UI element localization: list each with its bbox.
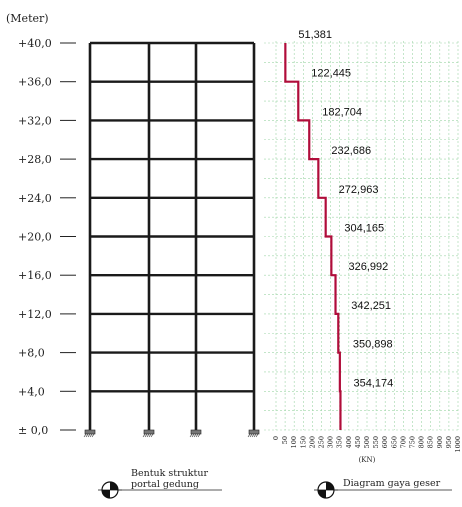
units-label: (Meter) [6,12,49,25]
x-tick-label: 800 [418,436,426,448]
x-tick-label: 1000 [454,436,462,453]
x-tick-label: 950 [445,436,453,448]
elevation-label: +20,0 [18,231,52,244]
elevation-label: +8,0 [18,347,45,360]
elevation-label: +40,0 [18,37,52,50]
chart-x-ticks: 0 50 100 150 200 250 300 350 400 450 500 550 600 650 7… [272,436,462,453]
chart-grid [264,41,459,431]
shear-value-label: 272,963 [339,184,379,196]
x-tick-label: 200 [308,436,316,448]
elevation-label: +24,0 [18,192,52,205]
elevation-label: +32,0 [18,114,52,127]
elevation-labels: ± 0,0 +4,0 +8,0 +12,0 +16,0 +20,0 +24,0 +28,0 +3… [18,37,52,437]
shear-value-label: 182,704 [322,106,362,118]
shear-step-line [284,43,342,430]
shear-value-label: 326,992 [349,261,389,273]
x-tick-label: 350 [336,436,344,448]
x-tick-label: 400 [345,436,353,448]
fixed-support-icon [83,429,96,438]
x-tick-label: 600 [381,436,389,448]
shear-value-label: 350,898 [353,339,393,351]
x-tick-label: 650 [390,436,398,448]
x-tick-label: 750 [409,436,417,448]
portal-caption: Bentuk struktur portal gedung [98,468,222,499]
x-tick-label: 500 [363,436,371,448]
portal-frame [88,41,256,430]
elevation-label: ± 0,0 [18,424,48,437]
chart-caption: Diagram gaya geser [314,478,452,499]
elevation-label: +16,0 [18,269,52,282]
x-tick-label: 100 [290,436,298,448]
x-tick-label: 250 [318,436,326,448]
x-tick-label: 550 [372,436,380,448]
fixed-support-icon [142,429,155,438]
portal-caption-line2: portal gedung [131,479,199,490]
x-tick-label: 900 [436,436,444,448]
portal-caption-line1: Bentuk struktur [131,468,208,479]
elevation-label: +36,0 [18,76,52,89]
chart-x-axis-label: (KN) [359,456,376,464]
elevation-label: +28,0 [18,153,52,166]
shear-value-label: 304,165 [344,223,384,235]
x-tick-label: 450 [354,436,362,448]
shear-value-label: 354,174 [353,377,393,389]
shear-value-label: 232,686 [331,145,371,157]
fixed-support-icon [189,429,202,438]
shear-diagram [284,43,342,430]
shear-value-label: 342,251 [351,300,391,312]
fixed-support-icon [247,429,260,438]
chart-title: Diagram gaya geser [343,478,441,489]
x-tick-label: 300 [327,436,335,448]
elevation-marks [60,42,76,431]
x-tick-label: 850 [427,436,435,448]
x-tick-label: 700 [399,436,407,448]
x-tick-label: 50 [281,436,289,444]
shear-value-label: 122,445 [311,68,351,80]
elevation-label: +4,0 [18,385,45,398]
shear-value-labels: 51,381 122,445 182,704 232,686 272,963 304,16… [298,29,393,389]
shear-value-label: 51,381 [298,29,332,41]
x-tick-label: 0 [272,436,280,440]
elevation-label: +12,0 [18,308,52,321]
supports [83,429,260,438]
x-tick-label: 150 [299,436,307,448]
